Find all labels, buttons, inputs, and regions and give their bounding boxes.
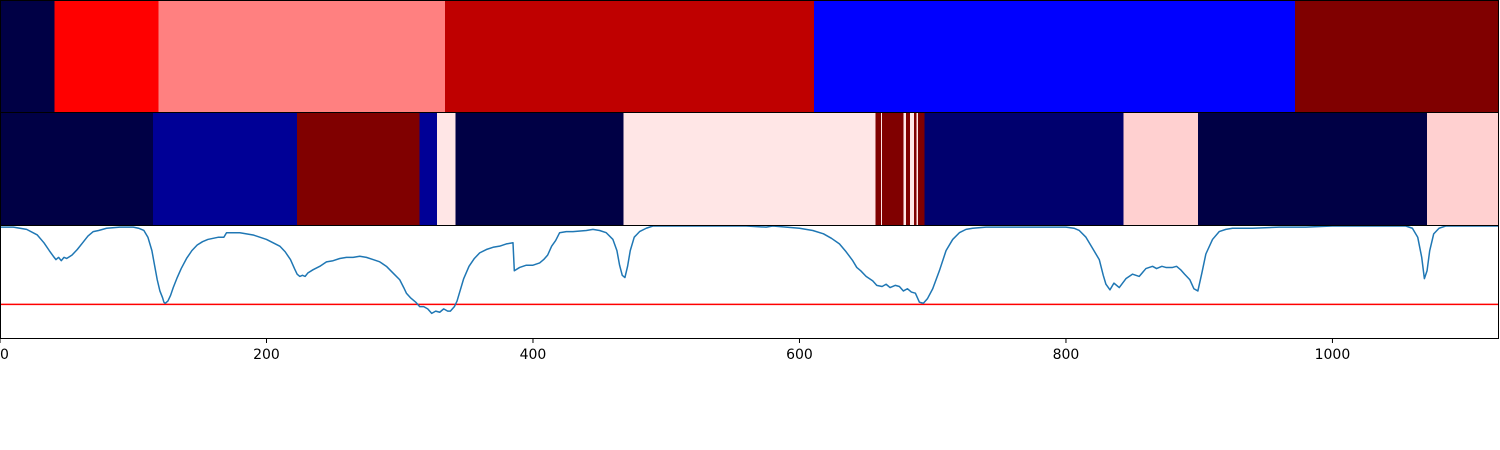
heatmap-track-top xyxy=(0,1,1499,112)
x-tick-label-3: 600 xyxy=(786,347,813,363)
panel-frame-2 xyxy=(0,225,1499,339)
heatmap-segment-1-16 xyxy=(924,113,1124,225)
heatmap-segment-1-4 xyxy=(437,113,456,225)
heatmap-segment-1-0 xyxy=(0,113,154,225)
x-axis: 0 200 400 600 800 1000 xyxy=(0,338,1350,363)
x-tick-label-0: 0 xyxy=(0,347,9,363)
heatmap-segment-0-4 xyxy=(814,1,1296,112)
x-tick-label-1: 200 xyxy=(253,347,280,363)
heatmap-segment-1-14 xyxy=(916,113,919,225)
heatmap-segment-1-12 xyxy=(910,113,915,225)
heatmap-segment-1-8 xyxy=(880,113,883,225)
heatmap-segment-1-3 xyxy=(419,113,438,225)
heatmap-segment-1-15 xyxy=(918,113,925,225)
heatmap-segment-1-6 xyxy=(623,113,876,225)
heatmap-segment-0-2 xyxy=(158,1,446,112)
heatmap-segment-1-13 xyxy=(914,113,917,225)
heatmap-segment-1-7 xyxy=(875,113,881,225)
heatmap-segment-1-11 xyxy=(906,113,911,225)
heatmap-segment-1-1 xyxy=(153,113,298,225)
heatmap-segment-1-10 xyxy=(903,113,907,225)
heatmap-segment-0-1 xyxy=(54,1,159,112)
series-line xyxy=(0,225,1499,315)
heatmap-segment-1-5 xyxy=(455,113,624,225)
line-plot-panel xyxy=(0,225,1499,315)
heatmap-segment-1-9 xyxy=(882,113,904,225)
x-tick-label-4: 800 xyxy=(1053,347,1080,363)
heatmap-segment-0-3 xyxy=(445,1,815,112)
x-tick-label-2: 400 xyxy=(520,347,547,363)
panel-frames xyxy=(0,0,1499,339)
heatmap-segment-1-19 xyxy=(1427,113,1499,225)
x-tick-label-5: 1000 xyxy=(1315,347,1351,363)
heatmap-track-middle xyxy=(0,113,1499,225)
heatmap-segment-0-5 xyxy=(1295,1,1499,112)
heatmap-segment-1-18 xyxy=(1197,113,1428,225)
heatmap-segment-0-0 xyxy=(0,1,55,112)
heatmap-segment-1-17 xyxy=(1123,113,1198,225)
heatmap-segment-1-2 xyxy=(297,113,420,225)
